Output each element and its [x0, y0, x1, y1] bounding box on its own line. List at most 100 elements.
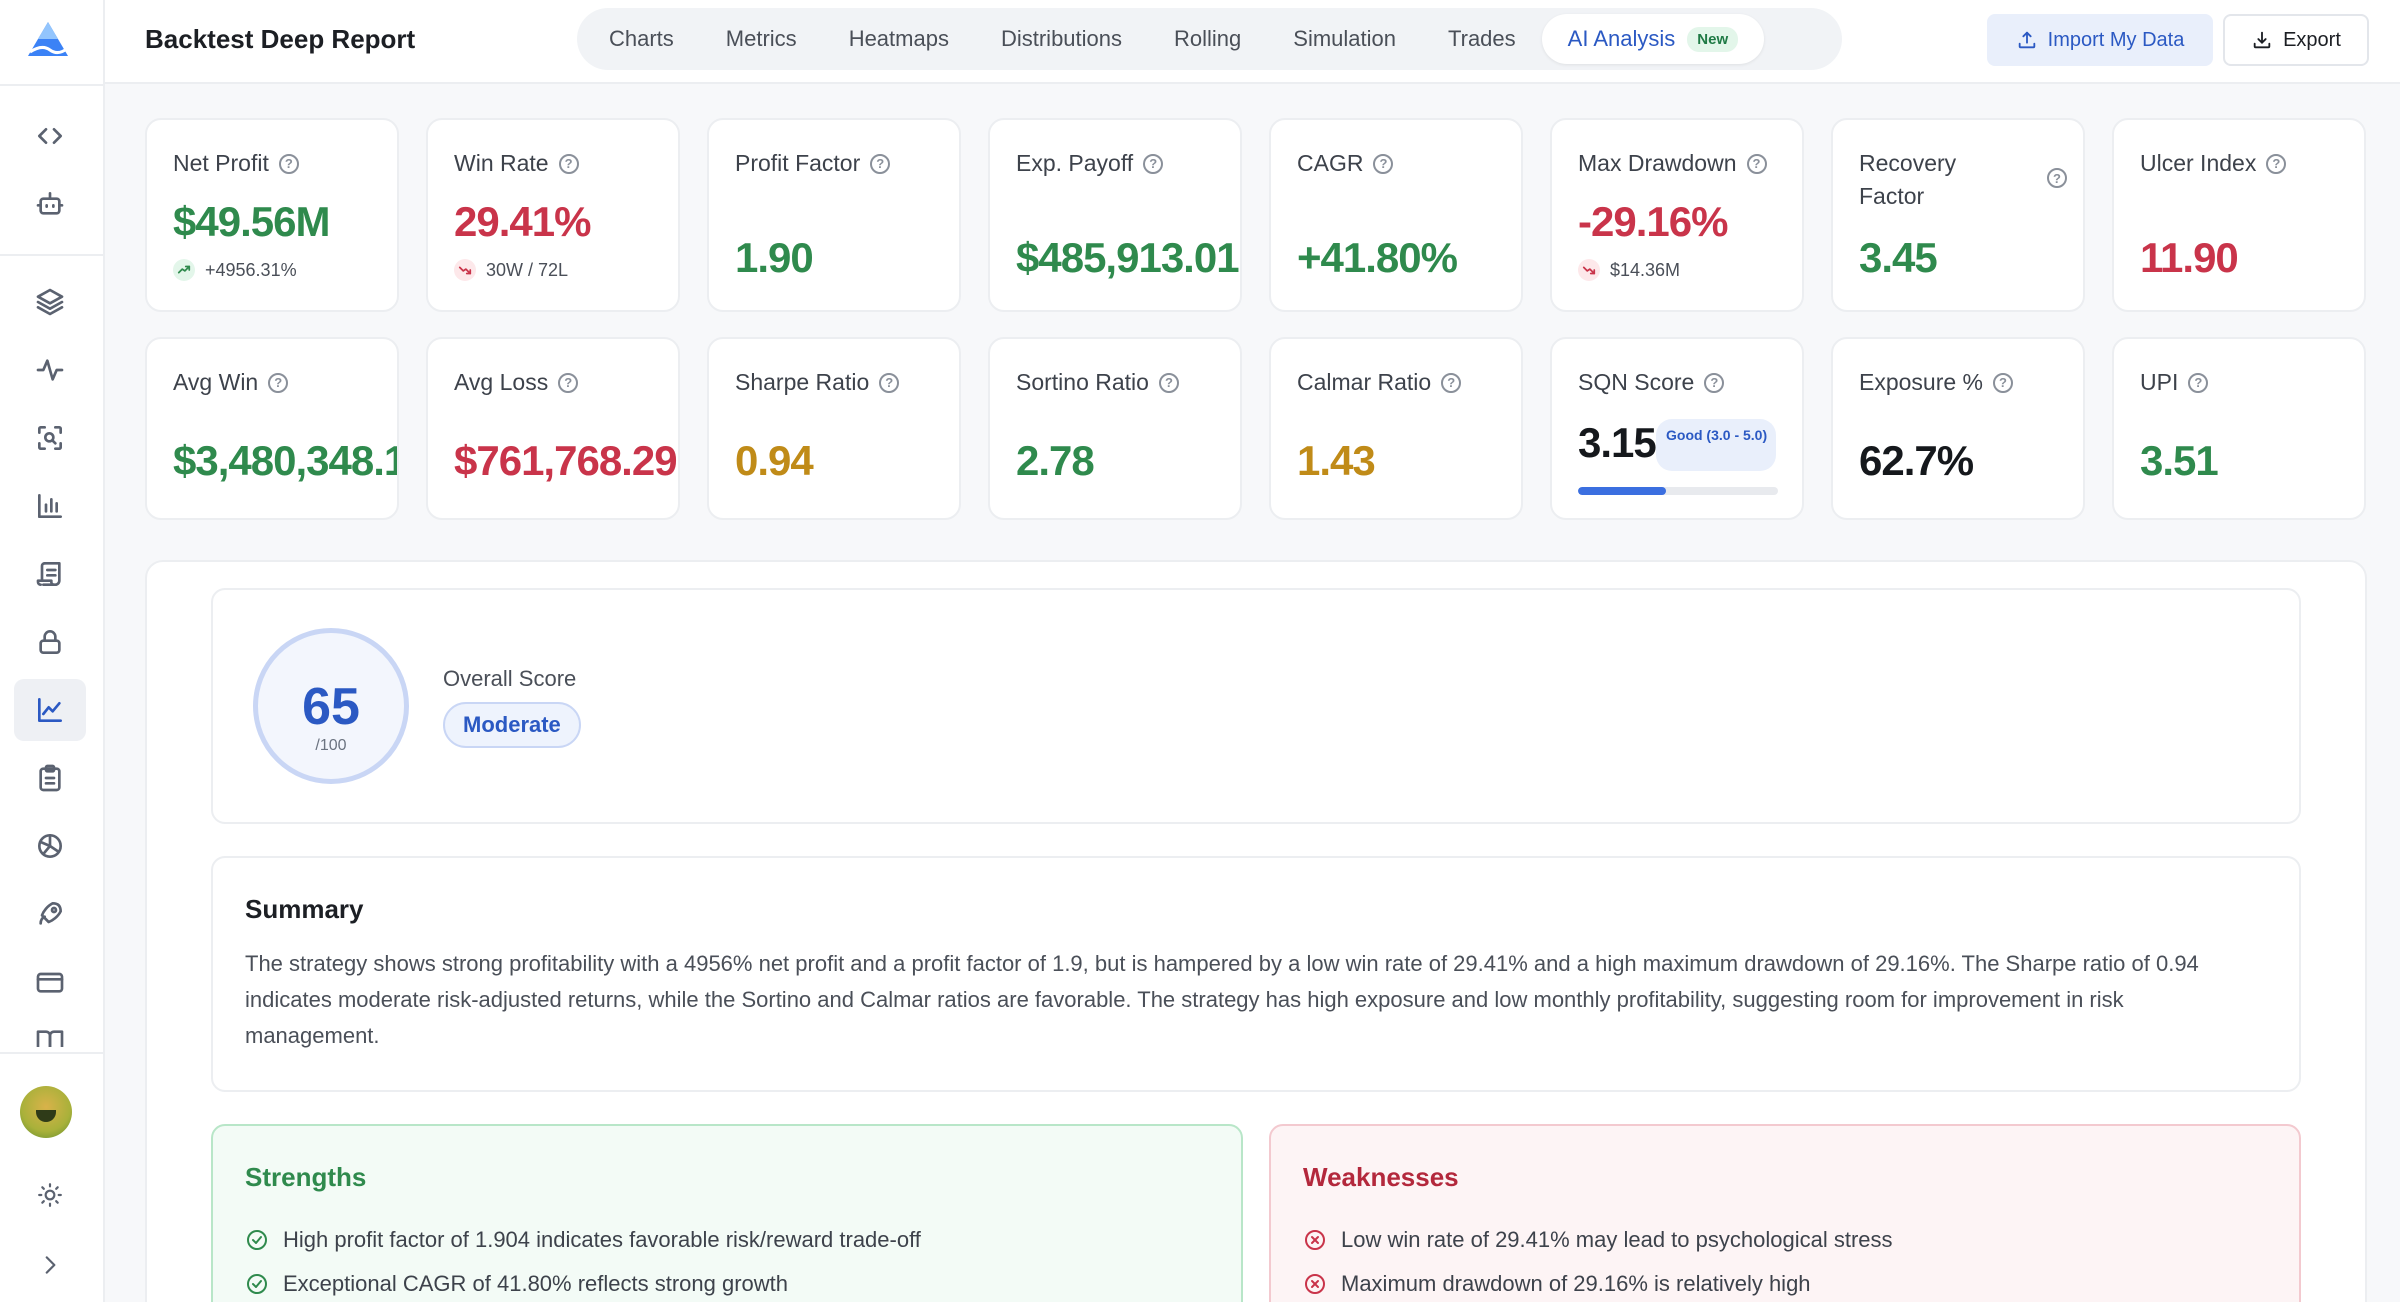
tab-heatmaps[interactable]: Heatmaps [848, 26, 949, 51]
metric-card-profit-factor: Profit Factor? 1.90 [707, 118, 961, 312]
help-icon[interactable]: ? [1746, 153, 1767, 174]
avatar[interactable] [20, 1086, 72, 1138]
summary-card: Summary The strategy shows strong profit… [211, 856, 2301, 1092]
help-icon[interactable]: ? [1441, 372, 1462, 393]
layers-icon[interactable] [14, 271, 86, 333]
metric-card-cagr: CAGR? +41.80% [1269, 118, 1523, 312]
report-tabs: Charts Metrics Heatmaps Distributions Ro… [577, 8, 1842, 70]
metric-card-avg-win: Avg Win? $3,480,348.1 [145, 337, 399, 520]
export-button[interactable]: Export [2223, 14, 2369, 66]
metric-card-avg-loss: Avg Loss? $761,768.29 [426, 337, 680, 520]
help-icon[interactable]: ? [2266, 153, 2287, 174]
line-chart-icon[interactable] [14, 679, 86, 741]
overall-score-label: Overall Score [443, 666, 577, 691]
strength-text: Exceptional CAGR of 41.80% reflects stro… [283, 1271, 789, 1296]
metric-label: Sortino Ratio [1016, 369, 1149, 395]
list-item: Exceptional CAGR of 41.80% reflects stro… [245, 1262, 921, 1302]
tab-simulation[interactable]: Simulation [1293, 26, 1396, 51]
metric-value: 3.51 [2140, 437, 2219, 484]
metric-value: -29.16% [1578, 198, 1728, 245]
metric-label: Max Drawdown [1578, 150, 1737, 176]
tab-charts[interactable]: Charts [609, 26, 674, 51]
score-denominator: /100 [315, 737, 347, 754]
weaknesses-card: Weaknesses Low win rate of 29.41% may le… [1269, 1124, 2301, 1302]
metric-card-sqn-score: SQN Score? 3.15 Good (3.0 - 5.0) [1550, 337, 1804, 520]
logo-icon[interactable] [26, 18, 70, 60]
book-open-icon[interactable] [14, 1019, 86, 1047]
tab-ai-analysis[interactable]: AI Analysis New [1541, 14, 1765, 64]
help-icon[interactable]: ? [558, 372, 579, 393]
scroll-icon[interactable] [14, 543, 86, 605]
help-icon[interactable]: ? [1704, 372, 1725, 393]
help-icon[interactable]: ? [268, 372, 289, 393]
sidebar-divider [0, 84, 104, 86]
tab-rolling[interactable]: Rolling [1174, 26, 1242, 51]
scan-search-icon[interactable] [14, 407, 86, 469]
metric-sub: $14.36M [1610, 259, 1681, 280]
metric-label: Avg Win [173, 369, 259, 395]
help-icon[interactable]: ? [2047, 168, 2067, 188]
new-badge: New [1687, 26, 1739, 52]
sqn-rating-badge: Good (3.0 - 5.0) [1656, 419, 1776, 471]
metric-label: Exp. Payoff [1016, 150, 1134, 176]
help-icon[interactable]: ? [2188, 372, 2209, 393]
metric-value: $761,768.29 [454, 437, 678, 484]
metric-card-win-rate: Win Rate? 29.41% 30W / 72L [426, 118, 680, 312]
metric-card-sharpe-ratio: Sharpe Ratio? 0.94 [707, 337, 961, 520]
credit-card-icon[interactable] [14, 951, 86, 1013]
tab-metrics[interactable]: Metrics [725, 26, 797, 51]
metric-card-max-drawdown: Max Drawdown? -29.16% $14.36M [1550, 118, 1804, 312]
help-icon[interactable]: ? [1143, 153, 1164, 174]
clipboard-icon[interactable] [14, 747, 86, 809]
metric-label: Net Profit [173, 150, 269, 176]
metric-card-exp-payoff: Exp. Payoff? $485,913.01 [988, 118, 1242, 312]
help-icon[interactable]: ? [558, 153, 579, 174]
metric-value: 3.15 [1578, 419, 1657, 466]
robot-icon[interactable] [14, 173, 86, 235]
metric-value: 2.78 [1016, 437, 1095, 484]
import-data-button[interactable]: Import My Data [1987, 14, 2213, 66]
bar-chart-icon[interactable] [14, 475, 86, 537]
page-title: Backtest Deep Report [145, 24, 416, 54]
summary-text: The strategy shows strong profitability … [245, 951, 2199, 1048]
sun-icon[interactable] [14, 1164, 86, 1226]
help-icon[interactable]: ? [870, 153, 891, 174]
metric-value: $49.56M [173, 198, 330, 245]
sqn-progress-bar [1578, 487, 1778, 495]
top-header: Backtest Deep Report Charts Metrics Heat… [105, 0, 2400, 84]
openai-icon[interactable] [14, 815, 86, 877]
download-icon [2253, 31, 2271, 49]
ai-analysis-panel: 65 /100 Overall Score Moderate Summary T… [145, 560, 2367, 1302]
help-icon[interactable]: ? [879, 372, 900, 393]
weakness-text: Maximum drawdown of 29.16% is relatively… [1341, 1271, 1811, 1296]
help-icon[interactable]: ? [1993, 372, 2014, 393]
metric-value: 62.7% [1859, 437, 1974, 484]
weaknesses-title: Weaknesses [1303, 1162, 1459, 1192]
metric-label: CAGR [1297, 150, 1364, 176]
activity-icon[interactable] [14, 339, 86, 401]
metric-card-exposure: Exposure %? 62.7% [1831, 337, 2085, 520]
metric-card-net-profit: Net Profit? $49.56M +4956.31% [145, 118, 399, 312]
metric-card-calmar-ratio: Calmar Ratio? 1.43 [1269, 337, 1523, 520]
list-item: High profit factor of 1.904 indicates fa… [245, 1218, 921, 1262]
strength-text: High profit factor of 1.904 indicates fa… [283, 1227, 921, 1252]
metric-card-upi: UPI? 3.51 [2112, 337, 2366, 520]
trend-down-icon [454, 259, 476, 281]
chevron-right-icon[interactable] [14, 1234, 86, 1296]
rocket-icon[interactable] [14, 883, 86, 945]
weakness-text: Low win rate of 29.41% may lead to psych… [1341, 1227, 1893, 1252]
code-icon[interactable] [14, 105, 86, 167]
trend-up-icon [173, 259, 195, 281]
score-ring: 65 /100 [253, 628, 409, 784]
metric-label: Sharpe Ratio [735, 369, 870, 395]
score-value: 65 [302, 678, 360, 736]
tab-trades[interactable]: Trades [1448, 26, 1516, 51]
help-icon[interactable]: ? [1373, 153, 1394, 174]
lock-icon[interactable] [14, 611, 86, 673]
metric-label: Ulcer Index [2140, 150, 2257, 176]
metric-sub: +4956.31% [205, 259, 297, 280]
tab-distributions[interactable]: Distributions [1000, 26, 1123, 51]
help-icon[interactable]: ? [278, 153, 299, 174]
help-icon[interactable]: ? [1158, 372, 1179, 393]
metric-value: 1.43 [1297, 437, 1376, 484]
